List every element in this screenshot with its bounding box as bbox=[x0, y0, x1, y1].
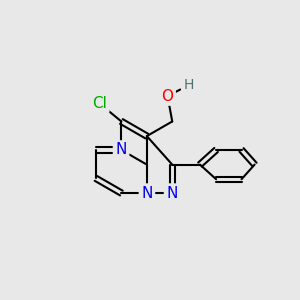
Text: N: N bbox=[141, 186, 152, 201]
Text: N: N bbox=[167, 186, 178, 201]
Text: O: O bbox=[162, 88, 174, 104]
Text: H: H bbox=[183, 78, 194, 92]
Text: N: N bbox=[116, 142, 127, 158]
Text: Cl: Cl bbox=[92, 96, 107, 111]
